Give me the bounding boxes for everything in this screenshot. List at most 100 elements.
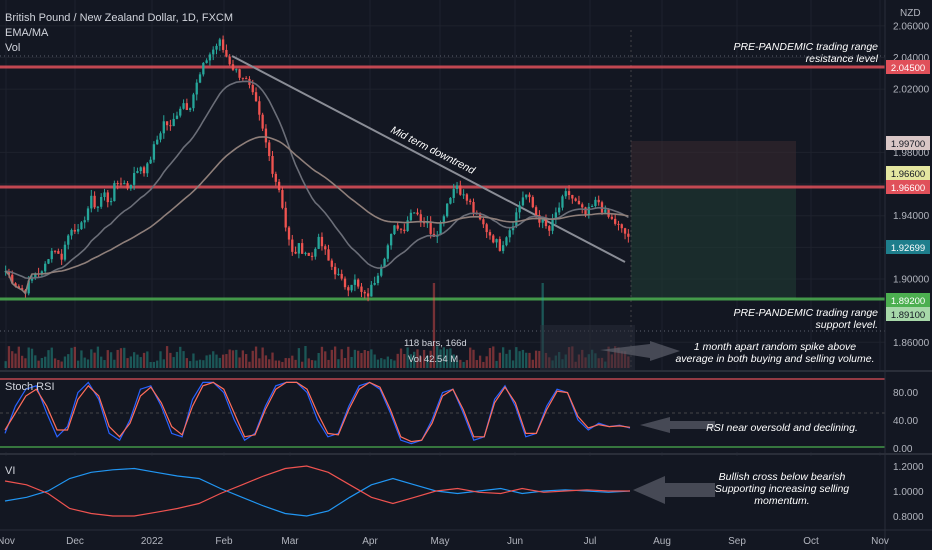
candle-body [172, 118, 175, 127]
vi-label[interactable]: VI [5, 465, 15, 477]
volume-bar [179, 346, 182, 368]
candle-body [558, 207, 561, 213]
volume-bar [34, 355, 37, 368]
time-tick-5: Apr [362, 536, 378, 547]
candle-body [175, 115, 179, 119]
candle-body [314, 248, 317, 257]
tag-entry [886, 166, 930, 180]
volume-bar [198, 359, 202, 368]
candle-body [215, 45, 218, 50]
stoch-label[interactable]: Stoch RSI [5, 381, 55, 393]
price-tick-8: 1.86000 [893, 338, 930, 349]
candle-body [610, 216, 614, 219]
candle-body [14, 283, 17, 287]
candle-body [277, 181, 281, 191]
volume-bar [96, 346, 100, 368]
volume-bar [445, 349, 449, 368]
volume-bar [182, 351, 185, 368]
reward-box[interactable] [631, 189, 796, 299]
candle-body [366, 293, 370, 297]
volume-bar [515, 347, 518, 368]
tag-resistance-text: 2.04500 [891, 63, 925, 74]
time-axis[interactable]: Nov Dec 2022 Feb Mar Apr May Jun Jul Aug Sep Oct Nov [0, 536, 889, 547]
volume-bar [212, 351, 215, 368]
candle-body [228, 56, 231, 65]
candle-body [156, 139, 159, 145]
candle-body [126, 183, 129, 189]
volume-bar [350, 356, 353, 368]
tag-target [886, 136, 930, 150]
candle-body [307, 252, 310, 256]
annotation-resistance-2: resistance level [806, 53, 879, 65]
candle-body [264, 128, 268, 143]
candle-body [294, 251, 297, 254]
candle-body [620, 224, 623, 229]
candle-body [445, 203, 449, 217]
candle-body [370, 284, 373, 297]
candle-body [251, 84, 254, 93]
time-tick-8: Jul [584, 536, 597, 547]
indicator-vol-label[interactable]: Vol [5, 42, 20, 54]
volume-bar [281, 361, 284, 368]
volume-bar [389, 359, 393, 368]
annotation-volume-1: 1 month apart random spike above [694, 341, 856, 353]
tag-entry-text: 1.96600 [891, 169, 925, 180]
candle-body [169, 125, 172, 127]
candle-body [518, 205, 521, 213]
candle-body [106, 192, 109, 203]
volume-bar [44, 356, 47, 368]
symbol-title[interactable]: British Pound / New Zealand Dollar, 1D, … [5, 12, 233, 24]
volume-bar [264, 355, 268, 368]
volume-bar [320, 346, 324, 368]
rsi-tick-80: 80.00 [893, 388, 918, 399]
candle-body [195, 82, 198, 95]
stoch-panel[interactable] [0, 372, 885, 452]
volume-bar [109, 352, 113, 368]
volume-bar [528, 352, 531, 368]
volume-bar [538, 350, 541, 368]
candle-body [594, 199, 597, 206]
volume-bar [508, 349, 511, 368]
volume-bar [449, 348, 452, 368]
candle-body [525, 194, 528, 198]
candle-body [439, 222, 442, 235]
volume-bar [156, 360, 159, 368]
candle-body [419, 214, 422, 222]
candle-body [564, 191, 567, 197]
volume-bar [317, 352, 320, 368]
candle-body [182, 103, 185, 109]
candle-body [271, 156, 274, 174]
annotation-volume-2: average in both buying and selling volum… [675, 353, 874, 365]
candle-body [261, 114, 264, 129]
volume-bar [83, 357, 86, 368]
volume-bar [165, 346, 169, 368]
candle-body [304, 252, 307, 254]
volume-bar [396, 353, 399, 368]
candle-body [132, 173, 136, 185]
volume-bar [57, 359, 60, 368]
downtrend-line[interactable] [231, 55, 626, 263]
risk-box[interactable] [631, 141, 796, 189]
volume-bar [521, 349, 525, 368]
tag-resistance2 [886, 180, 930, 194]
volume-bar [452, 354, 455, 368]
candle-body [604, 209, 607, 213]
tag-resistance2-text: 1.96600 [891, 183, 925, 194]
indicator-ema-label[interactable]: EMA/MA [5, 27, 49, 39]
candle-body [274, 173, 277, 182]
candle-body [455, 185, 459, 190]
candle-body [109, 201, 113, 203]
candle-body [297, 243, 301, 254]
candle-body [103, 192, 106, 198]
volume-bar [429, 350, 432, 368]
volume-bar [63, 356, 67, 368]
candle-body [498, 239, 502, 251]
volume-bar [103, 360, 106, 368]
candle-body [541, 219, 544, 223]
volume-bar [324, 351, 327, 368]
candle-body [212, 49, 215, 55]
tag-stop [886, 307, 930, 321]
volume-bar [383, 359, 386, 368]
volume-bar [202, 360, 205, 368]
candle-body [561, 196, 564, 208]
